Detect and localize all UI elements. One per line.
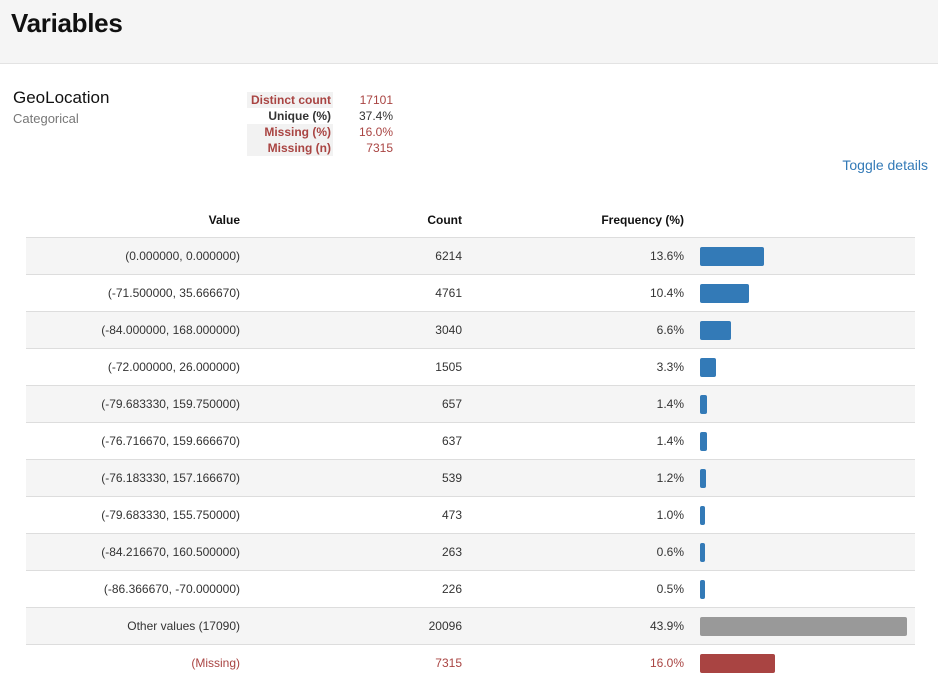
- cell-count: 20096: [428, 619, 462, 633]
- stat-label: Missing (n): [247, 140, 333, 156]
- table-row: (-76.183330, 157.166670) 539 1.2%: [26, 460, 915, 497]
- cell-frequency: 0.6%: [656, 545, 684, 559]
- cell-value: (Missing): [191, 656, 240, 670]
- cell-count: 637: [441, 434, 462, 448]
- frequency-table-header: Value Count Frequency (%): [26, 202, 915, 238]
- cell-frequency: 13.6%: [649, 249, 684, 263]
- cell-frequency: 1.4%: [656, 397, 684, 411]
- cell-value: (-79.683330, 155.750000): [101, 508, 240, 522]
- column-header-frequency[interactable]: Frequency (%): [601, 213, 684, 227]
- table-row: (-84.216670, 160.500000) 263 0.6%: [26, 534, 915, 571]
- frequency-bar: [700, 395, 707, 414]
- cell-value: (0.000000, 0.000000): [125, 249, 240, 263]
- variable-stats-table: Distinct count 17101 Unique (%) 37.4% Missin…: [247, 92, 395, 156]
- table-row: (Missing) 7315 16.0%: [26, 645, 915, 681]
- cell-frequency: 6.6%: [656, 323, 684, 337]
- frequency-table-body: (0.000000, 0.000000) 6214 13.6% (-71.500000…: [26, 238, 915, 681]
- stat-label: Missing (%): [247, 124, 333, 140]
- frequency-bar: [700, 469, 706, 488]
- frequency-bar: [700, 432, 707, 451]
- stat-value: 7315: [366, 141, 393, 155]
- cell-count: 7315: [435, 656, 462, 670]
- stat-value: 17101: [359, 93, 393, 107]
- frequency-table: Value Count Frequency (%) (0.000000, 0.0…: [26, 202, 915, 681]
- other-values-bar: [700, 617, 907, 636]
- cell-count: 657: [441, 397, 462, 411]
- frequency-bar: [700, 247, 764, 266]
- table-row: (0.000000, 0.000000) 6214 13.6%: [26, 238, 915, 275]
- table-row: Other values (17090) 20096 43.9%: [26, 608, 915, 645]
- cell-count: 4761: [435, 286, 462, 300]
- table-row: (-71.500000, 35.666670) 4761 10.4%: [26, 275, 915, 312]
- variable-type: Categorical: [13, 111, 79, 126]
- table-row: (-79.683330, 155.750000) 473 1.0%: [26, 497, 915, 534]
- cell-count: 226: [441, 582, 462, 596]
- column-header-value[interactable]: Value: [208, 213, 240, 227]
- cell-value: (-76.716670, 159.666670): [101, 434, 240, 448]
- cell-value: Other values (17090): [127, 619, 240, 633]
- cell-frequency: 3.3%: [656, 360, 684, 374]
- table-row: (-84.000000, 168.000000) 3040 6.6%: [26, 312, 915, 349]
- frequency-bar: [700, 543, 705, 562]
- cell-count: 263: [441, 545, 462, 559]
- cell-frequency: 10.4%: [649, 286, 684, 300]
- cell-count: 1505: [435, 360, 462, 374]
- cell-value: (-76.183330, 157.166670): [101, 471, 240, 485]
- column-header-count[interactable]: Count: [427, 213, 462, 227]
- cell-frequency: 1.0%: [656, 508, 684, 522]
- cell-count: 473: [441, 508, 462, 522]
- cell-value: (-86.366670, -70.000000): [103, 582, 240, 596]
- stat-row: Unique (%) 37.4%: [247, 108, 395, 124]
- missing-bar: [700, 654, 775, 673]
- cell-value: (-79.683330, 159.750000): [101, 397, 240, 411]
- variable-name: GeoLocation: [13, 88, 110, 107]
- stat-row: Distinct count 17101: [247, 92, 395, 108]
- frequency-bar: [700, 284, 749, 303]
- frequency-bar: [700, 321, 731, 340]
- cell-frequency: 16.0%: [649, 656, 684, 670]
- stat-label: Distinct count: [247, 92, 333, 108]
- stat-value: 37.4%: [358, 109, 393, 123]
- frequency-bar: [700, 358, 716, 377]
- table-row: (-86.366670, -70.000000) 226 0.5%: [26, 571, 915, 608]
- frequency-bar: [700, 506, 705, 525]
- cell-frequency: 1.2%: [656, 471, 684, 485]
- cell-count: 6214: [435, 249, 462, 263]
- cell-value: (-71.500000, 35.666670): [107, 286, 240, 300]
- toggle-details-link[interactable]: Toggle details: [842, 157, 928, 173]
- page-title: Variables: [11, 8, 123, 38]
- cell-frequency: 0.5%: [656, 582, 684, 596]
- stat-label: Unique (%): [268, 109, 331, 123]
- cell-frequency: 1.4%: [656, 434, 684, 448]
- stat-row: Missing (n) 7315: [247, 140, 395, 156]
- cell-value: (-72.000000, 26.000000): [107, 360, 240, 374]
- table-row: (-76.716670, 159.666670) 637 1.4%: [26, 423, 915, 460]
- table-row: (-72.000000, 26.000000) 1505 3.3%: [26, 349, 915, 386]
- table-row: (-79.683330, 159.750000) 657 1.4%: [26, 386, 915, 423]
- cell-count: 539: [441, 471, 462, 485]
- cell-value: (-84.000000, 168.000000): [101, 323, 240, 337]
- stat-row: Missing (%) 16.0%: [247, 124, 395, 140]
- cell-count: 3040: [435, 323, 462, 337]
- page-header: Variables: [0, 0, 938, 64]
- cell-value: (-84.216670, 160.500000): [101, 545, 240, 559]
- cell-frequency: 43.9%: [649, 619, 684, 633]
- stat-value: 16.0%: [358, 125, 393, 139]
- frequency-bar: [700, 580, 705, 599]
